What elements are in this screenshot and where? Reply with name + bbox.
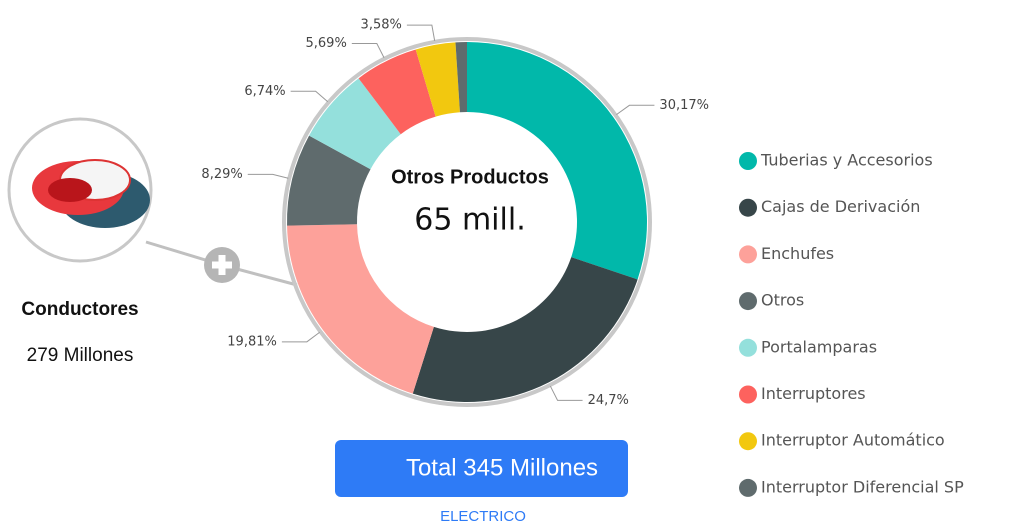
total-text: Total 345 Millones (406, 454, 598, 481)
data-label: 5,69% (306, 36, 347, 51)
legend-swatch (739, 432, 757, 450)
data-label: 24,7% (588, 393, 629, 408)
expand-button[interactable] (204, 247, 240, 283)
legend-label: Otros (761, 291, 804, 310)
legend-swatch (739, 199, 757, 217)
legend-swatch (739, 339, 757, 357)
legend-label: Interruptores (761, 384, 866, 403)
legend-swatch (739, 245, 757, 263)
data-label: 8,29% (201, 167, 242, 182)
legend-label: Portalamparas (761, 337, 877, 356)
legend-label: Enchufes (761, 244, 834, 263)
legend-label: Interruptor Automático (761, 431, 945, 450)
slice (413, 257, 638, 402)
center-title: Otros Productos (391, 166, 549, 188)
legend-swatch (739, 292, 757, 310)
leader-line (407, 25, 435, 41)
legend-swatch (739, 386, 757, 404)
side-value: 279 Millones (27, 345, 134, 366)
legend-label: Interruptor Diferencial SP (761, 477, 964, 496)
side-title: Conductores (21, 299, 138, 320)
leader-line (352, 43, 384, 57)
footer: ELECTRICO (440, 508, 526, 525)
leader-line (291, 91, 328, 101)
legend-swatch (739, 479, 757, 497)
slice (287, 224, 434, 393)
leader-line (616, 105, 654, 114)
legend-label: Tuberias y Accesorios (760, 151, 933, 170)
slice (467, 42, 647, 279)
leader-line (282, 332, 320, 342)
legend-label: Cajas de Derivación (761, 197, 920, 216)
data-label: 3,58% (361, 18, 402, 33)
center-value: 65 mill. (414, 203, 525, 238)
data-label: 30,17% (659, 98, 709, 113)
leader-line (248, 174, 289, 178)
legend-swatch (739, 152, 757, 170)
leader-line (550, 386, 582, 400)
data-label: 6,74% (244, 84, 285, 99)
dashboard: Conductores 279 Millones Otros Productos… (0, 0, 1009, 527)
data-label: 19,81% (227, 334, 277, 349)
